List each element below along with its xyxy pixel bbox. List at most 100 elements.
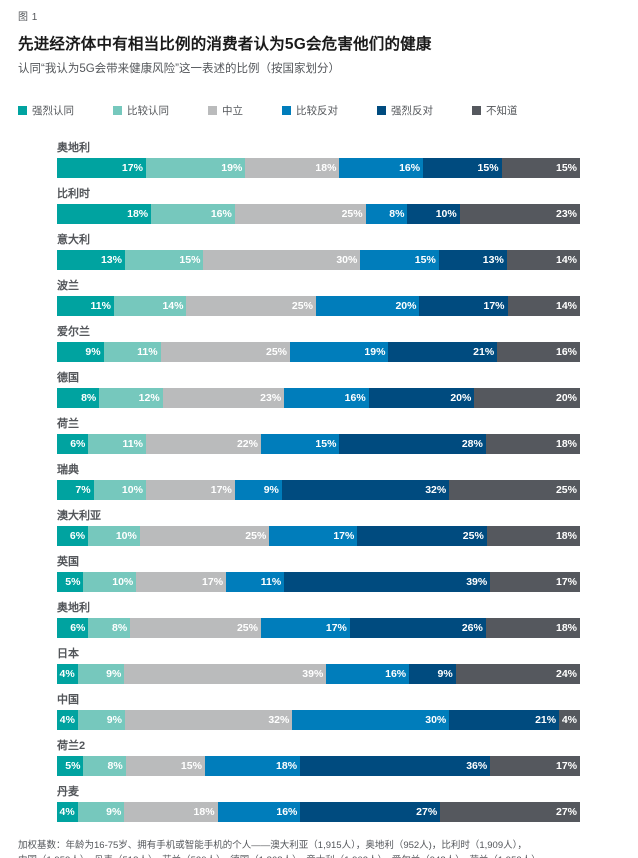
segment-value: 18% <box>127 208 149 220</box>
bar-segment: 25% <box>357 526 487 546</box>
legend-label: 比较认同 <box>127 105 169 117</box>
bar-segment: 18% <box>485 618 580 638</box>
segment-value: 25% <box>462 530 484 542</box>
segment-value: 9% <box>106 668 122 680</box>
bar-segment: 5% <box>57 756 84 776</box>
footer: 加权基数：年龄为16-75岁、拥有手机或智能手机的个人——澳大利亚（1,915人… <box>18 839 620 858</box>
chart-row: 中国 4% 9% 32% 30% 21% 4% <box>57 693 580 730</box>
segment-value: 18% <box>555 438 577 450</box>
bar-segment: 15% <box>125 756 205 776</box>
legend-item: 比较认同 <box>113 103 169 118</box>
legend-label: 不知道 <box>486 105 518 117</box>
chart-subtitle: 认同“我认为5G会带来健康风险”这一表述的比例（按国家划分） <box>18 63 340 75</box>
segment-value: 39% <box>302 668 324 680</box>
bar-segment: 25% <box>186 296 316 316</box>
segment-value: 14% <box>555 300 577 312</box>
bar-segment: 15% <box>124 250 204 270</box>
country-label: 日本 <box>57 648 79 660</box>
bar-segment: 4% <box>57 664 78 684</box>
bar-segment: 36% <box>300 756 491 776</box>
segment-value: 16% <box>210 208 232 220</box>
chart-row: 爱尔兰 9% 11% 25% 19% 21% 16% <box>57 325 580 362</box>
bar-segment: 9% <box>57 342 104 362</box>
bar-segment: 10% <box>407 204 460 224</box>
bar-segment: 23% <box>459 204 581 224</box>
bar-segment: 17% <box>490 572 581 592</box>
segment-value: 8% <box>112 622 128 634</box>
figure-label: 图 1 <box>18 12 38 23</box>
chart-row: 澳大利亚 6% 10% 25% 17% 25% 18% <box>57 509 580 546</box>
segment-value: 4% <box>59 668 75 680</box>
stacked-bar: 9% 11% 25% 19% 21% 16% <box>57 342 580 362</box>
bar-segment: 10% <box>83 572 137 592</box>
segment-value: 19% <box>221 162 243 174</box>
segment-value: 16% <box>399 162 421 174</box>
segment-value: 28% <box>461 438 483 450</box>
segment-value: 4% <box>59 806 75 818</box>
bar-segment: 16% <box>326 664 410 684</box>
bar-segment: 11% <box>57 296 114 316</box>
country-label: 比利时 <box>57 188 90 200</box>
country-label: 奥地利 <box>57 142 90 154</box>
bar-segment: 25% <box>130 618 261 638</box>
stacked-bar: 11% 14% 25% 20% 17% 14% <box>57 296 580 316</box>
stacked-bar: 7% 10% 17% 9% 32% 25% <box>57 480 580 500</box>
segment-value: 4% <box>561 714 577 726</box>
segment-value: 9% <box>106 806 122 818</box>
segment-value: 7% <box>75 484 91 496</box>
bar-segment: 8% <box>57 388 100 408</box>
stacked-bar: 6% 10% 25% 17% 25% 18% <box>57 526 580 546</box>
bar-segment: 7% <box>57 480 94 500</box>
segment-value: 21% <box>535 714 557 726</box>
segment-value: 25% <box>236 622 258 634</box>
bar-segment: 30% <box>203 250 361 270</box>
segment-value: 17% <box>325 622 347 634</box>
segment-value: 16% <box>555 346 577 358</box>
segment-value: 23% <box>556 208 578 220</box>
segment-value: 25% <box>341 208 363 220</box>
segment-value: 15% <box>315 438 337 450</box>
segment-value: 23% <box>260 392 282 404</box>
bar-segment: 18% <box>245 158 340 178</box>
segment-value: 11% <box>90 300 111 312</box>
segment-value: 22% <box>236 438 258 450</box>
bar-segment: 18% <box>124 802 218 822</box>
country-label: 荷兰2 <box>57 740 86 752</box>
legend-swatch-icon <box>472 106 481 115</box>
segment-value: 17% <box>121 162 143 174</box>
country-label: 意大利 <box>57 234 90 246</box>
segment-value: 20% <box>450 392 472 404</box>
stacked-bar: 4% 9% 32% 30% 21% 4% <box>57 710 580 730</box>
bar-segment: 39% <box>284 572 491 592</box>
segment-value: 18% <box>315 162 337 174</box>
legend-swatch-icon <box>18 106 27 115</box>
bar-segment: 16% <box>284 388 369 408</box>
segment-value: 15% <box>477 162 499 174</box>
segment-value: 14% <box>555 254 577 266</box>
legend-item: 不知道 <box>472 103 518 118</box>
segment-value: 5% <box>65 760 81 772</box>
bar-segment: 18% <box>485 434 580 454</box>
legend-label: 比较反对 <box>296 105 338 117</box>
chart-row: 比利时 18% 16% 25% 8% 10% 23% <box>57 187 581 224</box>
segment-value: 13% <box>100 254 122 266</box>
bar-segment: 9% <box>77 664 125 684</box>
segment-value: 6% <box>69 530 86 542</box>
bar-segment: 11% <box>103 342 161 362</box>
legend-item: 中立 <box>208 103 243 118</box>
segment-value: 9% <box>263 484 279 496</box>
chart-row: 意大利 13% 15% 30% 15% 13% 14% <box>57 233 580 270</box>
chart-row: 德国 8% 12% 23% 16% 20% 20% <box>57 371 580 408</box>
segment-value: 17% <box>483 300 505 312</box>
bar-segment: 25% <box>234 204 366 224</box>
segment-value: 25% <box>555 484 577 496</box>
bar-segment: 23% <box>162 388 285 408</box>
segment-value: 17% <box>202 576 224 588</box>
segment-value: 5% <box>65 576 81 588</box>
legend-item: 比较反对 <box>282 103 338 118</box>
bar-segment: 21% <box>388 342 498 362</box>
bar-segment: 11% <box>226 572 285 592</box>
chart-row: 瑞典 7% 10% 17% 9% 32% 25% <box>57 463 580 500</box>
segment-value: 18% <box>555 530 577 542</box>
segment-value: 12% <box>138 392 160 404</box>
